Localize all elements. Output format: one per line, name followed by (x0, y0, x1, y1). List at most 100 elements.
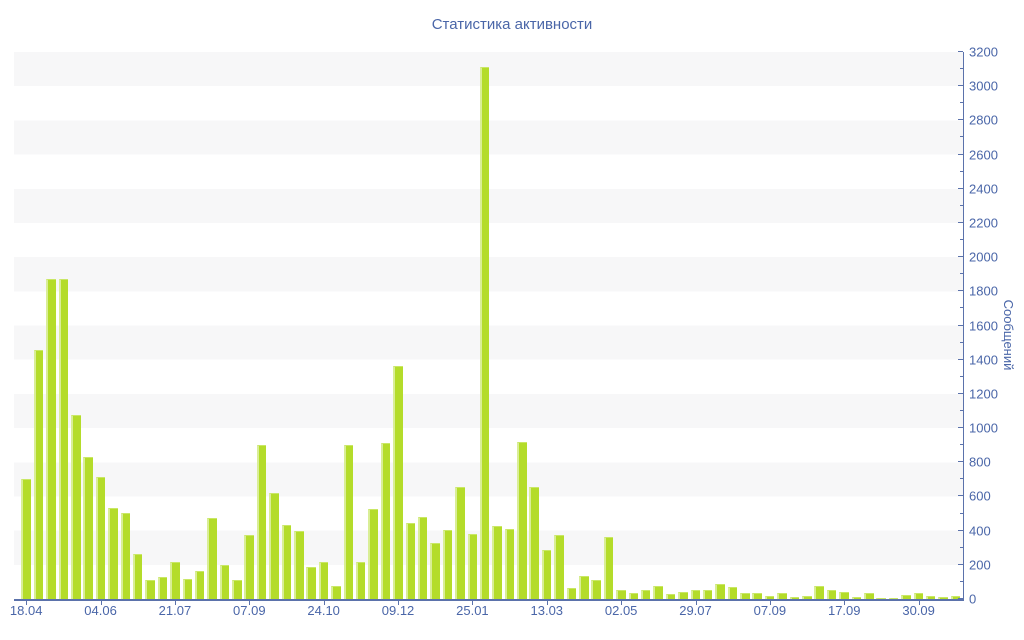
bar[interactable] (83, 457, 93, 599)
bar[interactable] (616, 590, 626, 599)
bar[interactable] (170, 562, 180, 599)
bar[interactable] (628, 593, 639, 599)
bar[interactable] (950, 595, 961, 599)
bar[interactable] (380, 442, 391, 599)
bar[interactable] (492, 526, 502, 599)
bar[interactable] (851, 597, 862, 599)
y-axis-major-tick (958, 392, 963, 394)
bar[interactable] (603, 537, 614, 599)
bar-slot (268, 52, 280, 599)
bar[interactable] (331, 586, 341, 599)
bar[interactable] (665, 593, 676, 599)
bar[interactable] (566, 587, 577, 599)
bar[interactable] (108, 507, 118, 599)
bar-slot (293, 52, 305, 599)
bar[interactable] (58, 279, 69, 599)
bar[interactable] (244, 534, 254, 599)
bar[interactable] (343, 445, 354, 599)
bar[interactable] (702, 590, 713, 599)
y-axis-minor-tick (960, 375, 963, 377)
x-axis-tick-label: 25.01 (456, 603, 489, 618)
bar-slot (342, 52, 354, 599)
bar[interactable] (393, 365, 403, 599)
bar[interactable] (479, 67, 490, 599)
bar[interactable] (157, 576, 168, 599)
bar-slot (243, 52, 255, 599)
bar[interactable] (21, 479, 31, 599)
bar[interactable] (591, 580, 601, 599)
bar[interactable] (764, 596, 775, 599)
bar[interactable] (789, 597, 800, 599)
bar[interactable] (430, 542, 440, 599)
bar[interactable] (925, 596, 936, 599)
bar[interactable] (678, 592, 688, 599)
bar[interactable] (306, 567, 316, 599)
bar[interactable] (219, 564, 230, 599)
bar[interactable] (46, 279, 56, 599)
x-axis-tick-label: 18.04 (9, 603, 43, 618)
y-axis-major-tick (958, 119, 963, 121)
bar[interactable] (417, 516, 428, 599)
bar[interactable] (368, 509, 378, 599)
x-axis-major-tick (546, 601, 548, 605)
bar[interactable] (232, 580, 242, 599)
bar[interactable] (901, 594, 911, 599)
bar[interactable] (888, 598, 899, 599)
y-axis-major-tick (958, 85, 963, 87)
bar-slot (739, 52, 751, 599)
bar[interactable] (442, 529, 453, 599)
y-axis-major-tick (958, 256, 963, 258)
bar[interactable] (145, 580, 155, 599)
bar[interactable] (864, 593, 874, 599)
bar[interactable] (752, 593, 762, 599)
bar[interactable] (269, 493, 279, 599)
y-axis-minor-tick (960, 409, 963, 411)
bar[interactable] (913, 593, 924, 599)
bar[interactable] (839, 592, 849, 599)
bar[interactable] (579, 575, 589, 599)
bar[interactable] (640, 590, 651, 599)
y-axis-minor-tick (960, 580, 963, 582)
bar[interactable] (777, 593, 787, 599)
bar[interactable] (467, 534, 477, 599)
bar[interactable] (71, 415, 81, 599)
bar[interactable] (33, 350, 44, 599)
bar-slot (627, 52, 639, 599)
bar[interactable] (207, 517, 217, 599)
bar-slot (305, 52, 317, 599)
bar[interactable] (876, 598, 886, 599)
y-axis-tick-label: 2200 (969, 215, 998, 231)
bar-slot (825, 52, 837, 599)
bar[interactable] (740, 593, 750, 599)
bar[interactable] (690, 589, 701, 599)
bar[interactable] (95, 476, 106, 599)
bar[interactable] (938, 597, 948, 599)
bar[interactable] (504, 528, 515, 599)
bar-slot (813, 52, 825, 599)
bar[interactable] (517, 441, 527, 599)
bar[interactable] (802, 595, 812, 599)
bar[interactable] (826, 590, 837, 599)
bar[interactable] (541, 550, 552, 599)
bar[interactable] (182, 579, 193, 599)
bar[interactable] (256, 445, 267, 599)
bar[interactable] (405, 522, 416, 599)
bar[interactable] (294, 530, 304, 599)
bar[interactable] (554, 534, 564, 599)
bar[interactable] (194, 570, 205, 599)
bar[interactable] (653, 586, 663, 599)
bar[interactable] (455, 487, 465, 599)
bar-slot (429, 52, 441, 599)
bar[interactable] (727, 587, 738, 599)
bar[interactable] (120, 512, 131, 599)
bar-slot (491, 52, 503, 599)
bar[interactable] (281, 524, 292, 599)
bar[interactable] (318, 562, 329, 599)
bar[interactable] (715, 583, 725, 599)
bar[interactable] (529, 487, 539, 599)
bar[interactable] (132, 553, 143, 599)
bar[interactable] (814, 586, 824, 599)
x-axis-tick-label: 17.09 (827, 603, 861, 618)
bar[interactable] (355, 562, 366, 599)
x-axis-major-tick (26, 601, 28, 605)
